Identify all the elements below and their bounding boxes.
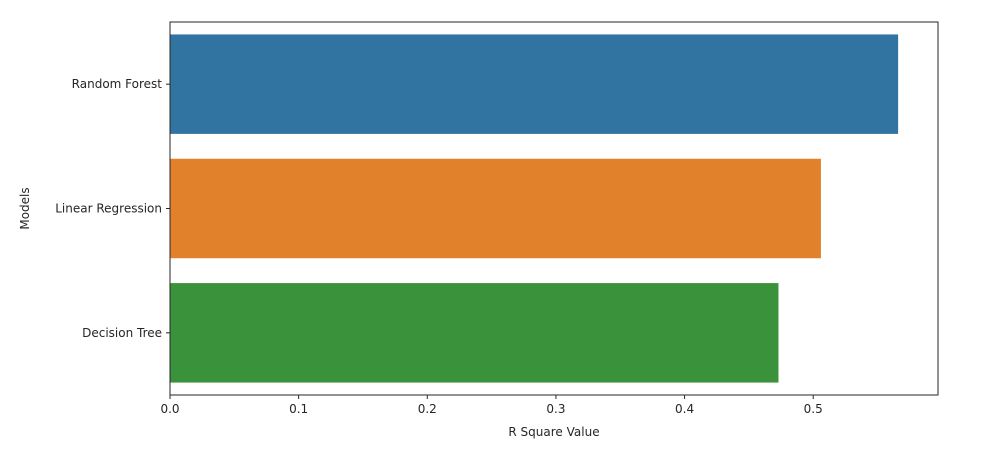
bar-linear-regression	[170, 158, 821, 259]
x-tick-label-1: 0.1	[289, 402, 308, 416]
x-tick-label-4: 0.4	[675, 402, 694, 416]
y-tick-label-linear-regression: Linear Regression	[55, 202, 162, 216]
bar-decision-tree	[170, 283, 779, 383]
x-tick-label-2: 0.2	[418, 402, 437, 416]
y-axis-label: Models	[18, 187, 32, 229]
x-axis: 0.0 0.1 0.2 0.3 0.4 0.5	[160, 395, 823, 416]
plot-frame	[169, 21, 939, 396]
x-tick-label-5: 0.5	[804, 402, 823, 416]
y-tick-label-random-forest: Random Forest	[72, 77, 163, 91]
y-tick-label-decision-tree: Decision Tree	[82, 326, 162, 340]
x-tick-label-3: 0.3	[546, 402, 565, 416]
bar-random-forest	[170, 34, 899, 134]
x-tick-label-0: 0.0	[160, 402, 179, 416]
bars-group	[170, 34, 899, 383]
x-axis-label: R Square Value	[508, 425, 599, 439]
y-axis: Random Forest Linear Regression Decision T…	[55, 77, 170, 340]
